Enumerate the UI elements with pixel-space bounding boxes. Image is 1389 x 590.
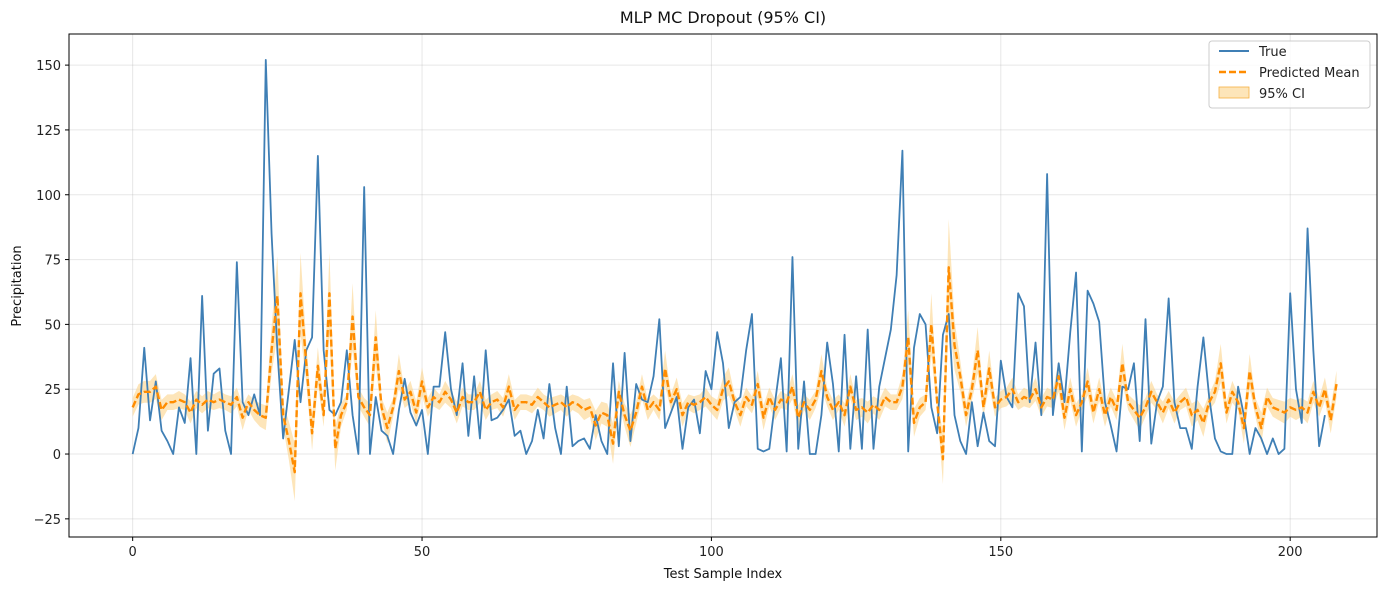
legend-ci-swatch <box>1218 86 1250 99</box>
ci-band <box>132 219 1337 501</box>
legend-ci-label: 95% CI <box>1259 87 1305 102</box>
y-tick-label: 25 <box>44 383 61 398</box>
y-tick-label: 100 <box>36 189 61 204</box>
legend: True Predicted Mean 95% CI <box>1208 40 1371 109</box>
predicted-mean-line <box>131 266 1338 474</box>
y-tick-label: 125 <box>36 124 61 139</box>
legend-mean-label: Predicted Mean <box>1259 66 1360 81</box>
x-axis-label: Test Sample Index <box>663 567 783 582</box>
grid <box>69 34 1377 537</box>
x-tick-label: 150 <box>988 545 1013 560</box>
legend-true-label: True <box>1258 45 1287 60</box>
x-tick-label: 50 <box>414 545 431 560</box>
x-tick-label: 100 <box>699 545 724 560</box>
y-tick-label: 0 <box>53 448 61 463</box>
y-axis: −25 0 25 50 75 100 125 150 <box>34 59 69 528</box>
y-tick-label: 150 <box>36 59 61 74</box>
plot-content <box>131 59 1338 501</box>
x-tick-label: 0 <box>129 545 137 560</box>
x-axis: 0 50 100 150 200 <box>129 537 1303 560</box>
chart-title: MLP MC Dropout (95% CI) <box>620 8 826 27</box>
plot-frame <box>68 33 1378 538</box>
x-tick-label: 200 <box>1278 545 1303 560</box>
y-axis-label: Precipitation <box>10 245 25 326</box>
y-tick-label: 50 <box>44 318 61 333</box>
y-tick-label: 75 <box>44 254 61 269</box>
y-tick-label: −25 <box>34 513 61 528</box>
